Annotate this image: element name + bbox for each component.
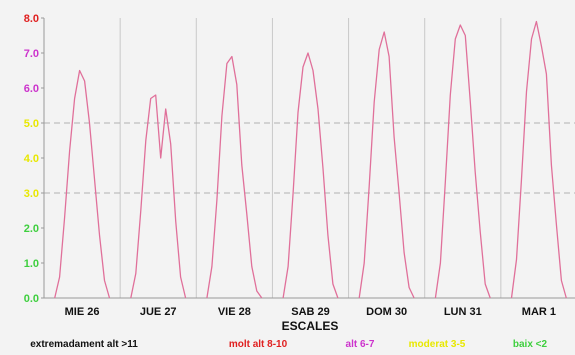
uv-series-line [434,24,491,299]
x-tick-label: LUN 31 [444,306,482,318]
y-tick-label: 4.0 [24,153,39,165]
x-tick-label: VIE 28 [218,306,251,318]
legend-entry: alt 6-7 [346,339,375,350]
y-tick-label: 7.0 [24,48,39,60]
legend-entry: molt alt 8-10 [229,339,288,350]
legend-entry: extremadament alt >11 [30,339,138,350]
x-axis-label: ESCALES [282,319,339,333]
y-tick-label: 1.0 [24,258,39,270]
uv-series-line [130,94,187,299]
legend-entry: baix <2 [513,339,548,350]
x-tick-label: SAB 29 [291,306,330,318]
y-tick-label: 6.0 [24,83,39,95]
uv-series-line [510,20,567,299]
y-tick-label: 0.0 [24,293,39,305]
uv-series-line [358,31,415,299]
y-tick-label: 5.0 [24,118,39,130]
x-tick-label: MAR 1 [522,306,556,318]
x-tick-label: DOM 30 [366,306,407,318]
y-tick-label: 2.0 [24,223,39,235]
x-tick-label: MIE 26 [65,306,100,318]
uv-series-line [282,52,339,299]
y-tick-label: 8.0 [24,13,39,25]
legend-entry: moderat 3-5 [409,339,466,350]
y-tick-label: 3.0 [24,188,39,200]
x-tick-label: JUE 27 [140,306,177,318]
uv-series-line [54,69,111,299]
uv-series-line [206,55,263,299]
